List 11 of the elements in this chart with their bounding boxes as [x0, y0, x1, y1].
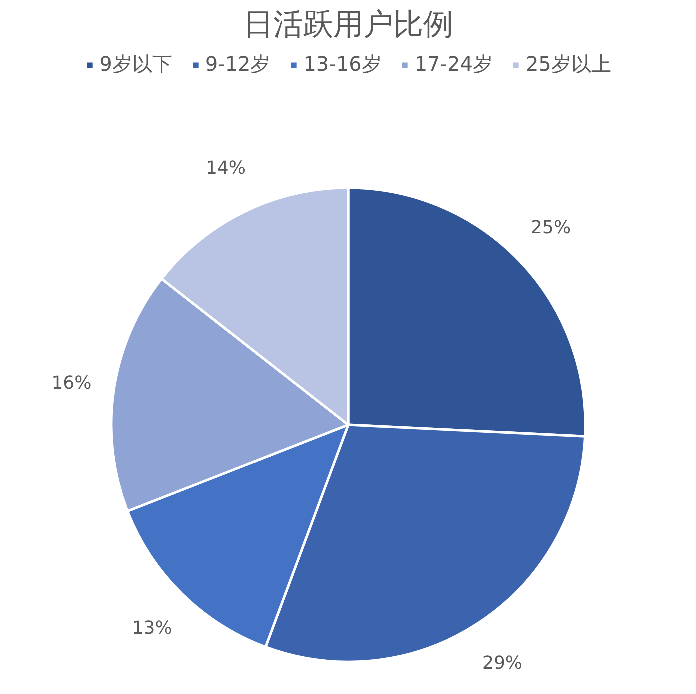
legend-label: 9岁以下 — [100, 51, 172, 78]
data-label: 14% — [206, 158, 246, 179]
data-label: 25% — [531, 218, 572, 239]
legend-label: 13-16岁 — [304, 51, 382, 78]
data-label: 29% — [482, 652, 523, 674]
legend-label: 25岁以上 — [526, 51, 612, 78]
legend-label: 9-12岁 — [205, 51, 271, 78]
data-label: 13% — [132, 618, 172, 639]
legend-label: 17-24岁 — [414, 51, 493, 78]
data-label: 16% — [52, 373, 92, 394]
chart-title: 日活跃用户比例 — [244, 8, 454, 42]
